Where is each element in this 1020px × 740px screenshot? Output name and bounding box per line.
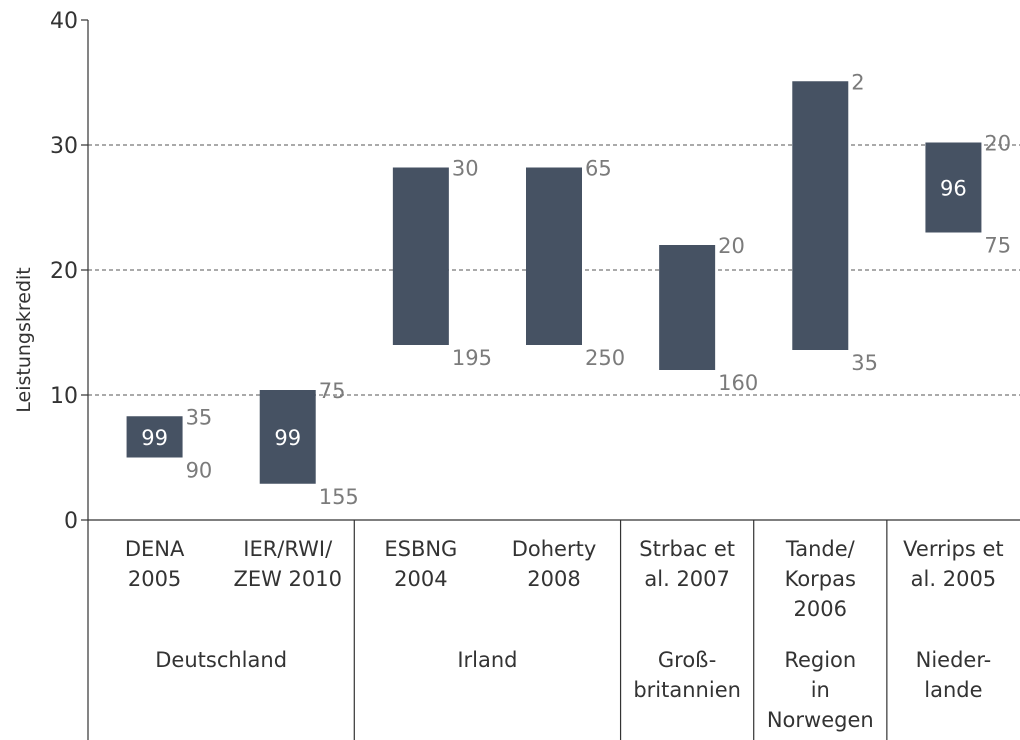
x-tick-label: 2008 — [527, 567, 580, 591]
bar — [392, 167, 449, 345]
top-label: 30 — [452, 157, 479, 181]
bottom-label: 35 — [851, 351, 878, 375]
x-tick-label: 2005 — [128, 567, 181, 591]
top-label: 35 — [186, 405, 213, 429]
bottom-label: 75 — [984, 234, 1011, 258]
y-tick-label: 40 — [50, 9, 78, 34]
y-axis-label: Leistungskredit — [13, 267, 35, 413]
group-label: britannien — [633, 678, 741, 702]
bottom-label: 155 — [319, 485, 359, 509]
group-label: Norwegen — [767, 708, 874, 732]
x-tick-label: 2006 — [794, 597, 847, 621]
bottom-label: 250 — [585, 346, 625, 370]
group-label: Region — [784, 648, 856, 672]
x-tick-label: Tande/ — [785, 537, 856, 561]
bottom-label: 160 — [718, 371, 758, 395]
x-tick-label: Doherty — [512, 537, 597, 561]
y-tick-label: 0 — [64, 509, 78, 534]
top-label: 75 — [319, 379, 346, 403]
x-tick-label: ZEW 2010 — [233, 567, 342, 591]
top-label: 20 — [718, 234, 745, 258]
bar — [925, 142, 982, 233]
inner-label: 96 — [940, 177, 967, 201]
group-label: Groß- — [658, 648, 717, 672]
x-tick-label: Verrips et — [903, 537, 1004, 561]
top-label: 2 — [851, 70, 864, 94]
bottom-label: 195 — [452, 346, 492, 370]
group-label: lande — [924, 678, 982, 702]
x-tick-label: 2004 — [394, 567, 447, 591]
group-label: Deutschland — [155, 648, 287, 672]
x-tick-label: ESBNG — [384, 537, 457, 561]
x-tick-label: Korpas — [785, 567, 856, 591]
bar — [659, 245, 716, 370]
bar — [526, 167, 582, 345]
group-label: Nieder- — [916, 648, 992, 672]
x-tick-label: DENA — [125, 537, 185, 561]
bottom-label: 90 — [186, 459, 213, 483]
x-tick-label: al. 2007 — [644, 567, 730, 591]
bar — [259, 390, 316, 484]
y-tick-label: 30 — [50, 134, 78, 159]
top-label: 20 — [984, 132, 1011, 156]
inner-label: 99 — [141, 426, 168, 450]
x-tick-label: IER/RWI/ — [243, 537, 333, 561]
y-tick-label: 20 — [50, 259, 78, 284]
top-label: 65 — [585, 157, 612, 181]
inner-label: 99 — [274, 426, 301, 450]
y-tick-label: 10 — [50, 384, 78, 409]
bar — [792, 81, 849, 350]
x-tick-label: Strbac et — [639, 537, 735, 561]
group-label: in — [811, 678, 830, 702]
bar — [126, 416, 183, 458]
x-tick-label: al. 2005 — [911, 567, 997, 591]
group-label: Irland — [457, 648, 517, 672]
